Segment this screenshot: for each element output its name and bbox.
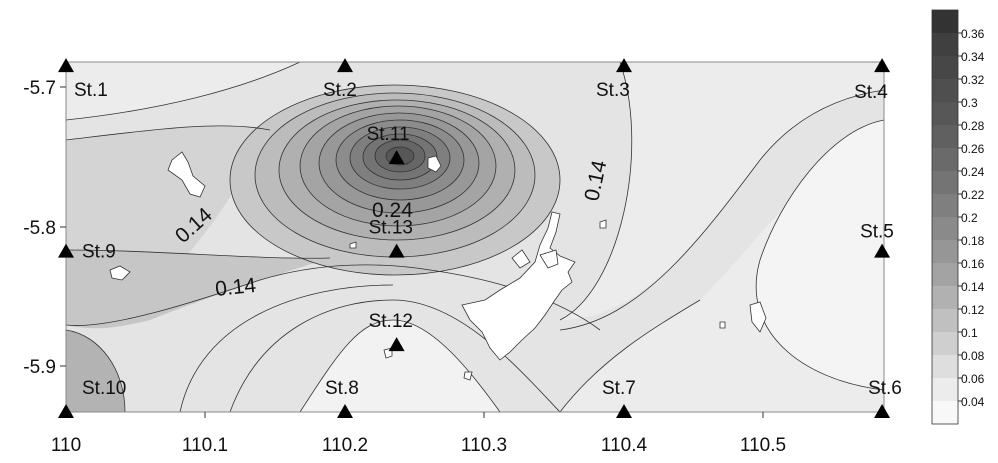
station-label: St.5 [860,222,894,243]
colorbar-label: 0.12 [961,303,985,317]
y-tick-label: -5.7 [23,78,56,99]
colorbar-swatch [932,309,958,332]
station-label: St.1 [74,80,108,101]
station-label: St.13 [369,218,413,239]
contour-band [300,320,500,412]
colorbar-label: 0.24 [961,165,985,179]
station-marker [388,150,405,165]
colorbar-swatch [932,286,958,309]
x-tick-label: 110.3 [461,435,507,456]
colorbar-label: 0.22 [961,188,985,202]
island [167,151,206,198]
station-marker [874,404,891,419]
contour-band [756,120,884,390]
x-axis: 110 110.1 110.2 110.3 110.4 110.5 [51,435,786,456]
y-tick-label: -5.9 [23,357,56,378]
colorbar-swatch [932,171,958,194]
contour-band [560,62,884,320]
island [109,265,131,281]
colorbar-label: 0.18 [961,234,985,248]
y-tick-label: -5.8 [23,218,56,239]
station-marker [874,58,891,73]
station-label: St.3 [596,80,630,101]
colorbar-label: 0.08 [961,349,985,363]
colorbar-swatch [932,355,958,378]
colorbar-swatch [932,332,958,355]
station-label: St.2 [323,80,357,101]
colorbar-swatch [932,79,958,102]
station-marker [58,58,74,73]
island [461,211,576,361]
islands [109,151,767,381]
colorbar-swatch [932,102,958,125]
colorbar-label: 0.2 [961,211,978,225]
contour-label: 0.24 [372,199,413,222]
x-tick-label: 110.5 [740,435,786,456]
contour-field [66,62,884,412]
station-label: St.6 [868,378,902,399]
stations: St.1 St.2 St.3 St.4 St.5 St.6 St.7 St.8 St.9 St.1… [58,58,902,419]
colorbar-swatch [932,401,958,424]
station-label: St.7 [602,378,636,399]
x-tick-label: 110.1 [182,435,228,456]
island [539,249,559,269]
colorbar-label: 0.34 [961,50,985,64]
colorbar-swatch [932,194,958,217]
island [463,371,473,381]
x-tick-label: 110.2 [322,435,368,456]
station-label: St.10 [82,378,126,399]
island [349,241,357,249]
station-marker [616,404,632,419]
colorbar-label: 0.28 [961,119,985,133]
colorbar-label: 0.32 [961,73,985,87]
contour-label: 0.14 [214,274,257,301]
colorbar-swatch [932,125,958,148]
station-label: St.12 [369,311,413,332]
colorbar-label: 0.04 [961,395,985,409]
station-marker [337,404,353,419]
station-label: St.4 [854,82,888,103]
colorbar-swatch [932,10,958,33]
colorbar-label: 0.16 [961,257,985,271]
station-label: St.8 [325,378,359,399]
contour-band [66,62,300,120]
y-axis: -5.7 -5.8 -5.9 [23,78,56,378]
colorbar-swatch [932,33,958,56]
contour-band [66,250,330,329]
colorbar: 0.36 0.34 0.32 0.3 0.28 0.26 0.24 0.22 0.2 0.18 0.… [931,9,985,425]
station-marker [616,58,632,73]
island [719,321,726,329]
station-marker [874,243,891,258]
station-label: St.9 [82,242,116,263]
colorbar-swatch [932,378,958,401]
station-marker [388,337,405,352]
colorbar-label: 0.36 [961,27,985,41]
colorbar-swatch [932,263,958,286]
island [427,155,442,173]
contour-band [66,330,125,412]
colorbar-label: 0.1 [961,326,978,340]
island [599,219,607,229]
colorbar-label: 0.14 [961,280,985,294]
plot-frame [65,61,885,413]
colorbar-label: 0.06 [961,372,985,386]
colorbar-swatch [932,56,958,79]
station-label: St.11 [367,124,410,145]
x-tick-label: 110.4 [601,435,648,456]
island [511,249,531,269]
station-marker [388,243,405,258]
station-marker [337,58,353,73]
colorbar-swatch [932,240,958,263]
colorbar-swatch [932,217,958,240]
island [749,301,767,333]
station-marker [58,243,74,258]
colorbar-label: 0.26 [961,142,985,156]
x-tick-label: 110 [51,435,81,456]
colorbar-label: 0.3 [961,96,978,110]
station-marker [58,404,74,419]
colorbar-swatch [932,148,958,171]
